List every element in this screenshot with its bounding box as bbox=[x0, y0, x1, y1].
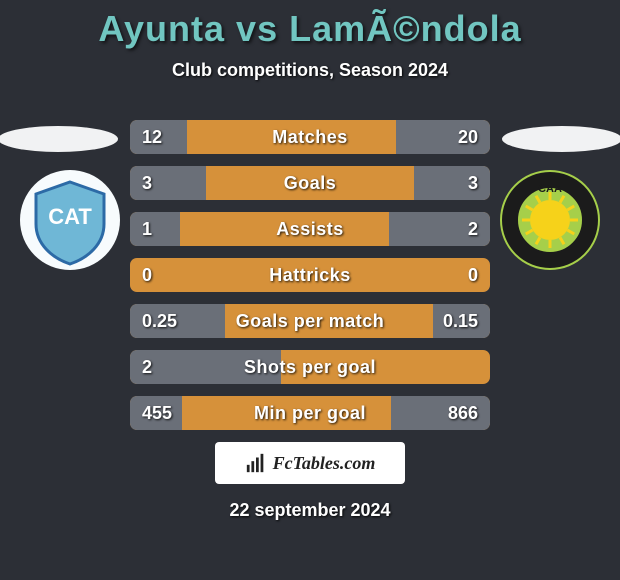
stat-row: 33Goals bbox=[130, 166, 490, 200]
club-crest-b: CAA bbox=[500, 170, 600, 270]
stat-row: 455866Min per goal bbox=[130, 396, 490, 430]
stat-row: 12Assists bbox=[130, 212, 490, 246]
vs-separator: vs bbox=[236, 8, 278, 49]
stat-label: Goals bbox=[130, 166, 490, 200]
bar-chart-icon bbox=[245, 452, 267, 474]
stat-label: Goals per match bbox=[130, 304, 490, 338]
stat-row: 0.250.15Goals per match bbox=[130, 304, 490, 338]
stat-label: Min per goal bbox=[130, 396, 490, 430]
player-b-name: LamÃ©ndola bbox=[289, 8, 522, 49]
stat-row: 2Shots per goal bbox=[130, 350, 490, 384]
svg-text:CAT: CAT bbox=[48, 204, 92, 229]
club-crest-a: CAT bbox=[20, 170, 120, 270]
stat-label: Hattricks bbox=[130, 258, 490, 292]
player-a-name: Ayunta bbox=[98, 8, 225, 49]
pedestal-right bbox=[502, 126, 620, 152]
club-crest-b-icon: CAA bbox=[500, 170, 600, 270]
stat-label: Assists bbox=[130, 212, 490, 246]
page-title: Ayunta vs LamÃ©ndola bbox=[0, 0, 620, 50]
stats-bars: 1220Matches 33Goals 12Assists 00Hattricks 0.… bbox=[130, 120, 490, 442]
stat-row: 1220Matches bbox=[130, 120, 490, 154]
pedestal-left bbox=[0, 126, 118, 152]
stat-row: 00Hattricks bbox=[130, 258, 490, 292]
stat-label: Shots per goal bbox=[130, 350, 490, 384]
stat-label: Matches bbox=[130, 120, 490, 154]
attribution-text: FcTables.com bbox=[273, 453, 376, 474]
attribution-badge: FcTables.com bbox=[215, 442, 405, 484]
svg-text:CAA: CAA bbox=[538, 183, 562, 195]
date-label: 22 september 2024 bbox=[0, 500, 620, 521]
comparison-card: Ayunta vs LamÃ©ndola Club competitions, … bbox=[0, 0, 620, 580]
club-crest-a-icon: CAT bbox=[20, 170, 120, 270]
subtitle: Club competitions, Season 2024 bbox=[0, 60, 620, 81]
